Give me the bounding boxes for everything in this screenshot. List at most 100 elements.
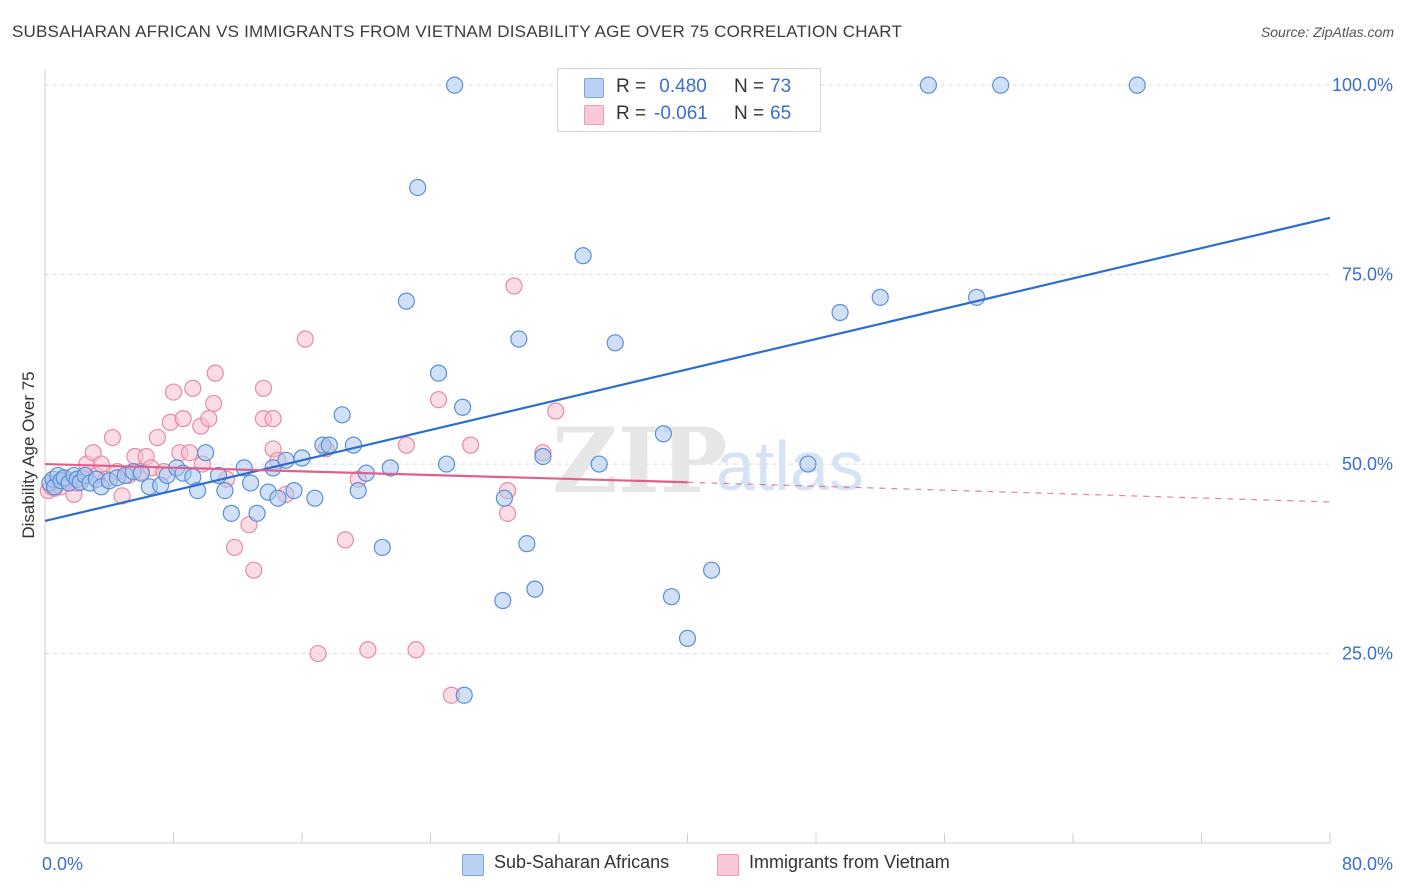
vietnam-point (225, 538, 244, 557)
legend-n-value: 65 (770, 103, 792, 124)
legend-n-label: N = (734, 76, 765, 97)
subsaharan-point (285, 482, 303, 500)
vietnam-point (397, 436, 416, 454)
watermark: ZIP atlas (552, 408, 864, 514)
vietnam-point (205, 394, 223, 413)
vietnam-point (462, 436, 480, 454)
subsaharan-point (409, 178, 427, 197)
vietnam-point (336, 531, 354, 549)
subsaharan-point (242, 474, 260, 492)
vietnam-point (429, 391, 448, 409)
correlation-legend: R = 0.480 N = 73 R = -0.061 N = 65 (557, 68, 821, 132)
legend-r-label: R = (616, 76, 647, 97)
legend-r-value: -0.061 (654, 103, 708, 124)
subsaharan-point (992, 76, 1010, 94)
subsaharan-point (799, 455, 817, 473)
subsaharan-point (662, 588, 681, 606)
bottom-legend-label: Immigrants from Vietnam (749, 852, 950, 872)
subsaharan-point (590, 455, 608, 473)
subsaharan-point (534, 447, 552, 466)
subsaharan-point (654, 425, 673, 443)
vietnam-point (245, 561, 263, 579)
trend-lines (44, 216, 1331, 522)
subsaharan-point (333, 406, 351, 424)
axes (44, 70, 1331, 844)
vietnam-point (547, 402, 565, 420)
vietnam-point (180, 444, 199, 462)
bottom-legend-swatch-pink (717, 854, 739, 876)
subsaharan-point (518, 535, 536, 553)
vietnam-point (499, 504, 517, 522)
vietnam-point (164, 383, 183, 401)
y-tick-label: 50.0% (1342, 454, 1393, 474)
subsaharan-point (1128, 76, 1146, 94)
legend-r-value: 0.480 (654, 76, 707, 97)
watermark-zip: ZIP (552, 408, 727, 514)
subsaharan-point (702, 561, 721, 579)
subsaharan-point (429, 364, 448, 382)
bottom-legend-label: Sub-Saharan Africans (494, 852, 670, 872)
y-tick-label: 75.0% (1342, 265, 1393, 285)
subsaharan-point (606, 334, 624, 352)
subsaharan-point (454, 398, 472, 416)
vietnam-point (200, 410, 218, 428)
y-tick-label: 25.0% (1342, 644, 1393, 664)
vietnam-point (505, 277, 523, 295)
subsaharan-point (349, 482, 367, 500)
subsaharan-point (381, 459, 399, 477)
subsaharan-point (494, 591, 512, 610)
vietnam-point (174, 410, 192, 428)
subsaharan-point (248, 504, 266, 522)
subsaharan-point (831, 303, 849, 322)
subsaharan-point (526, 580, 544, 598)
x-tick-label: 0.0% (42, 854, 83, 874)
series-subsaharan-points (41, 76, 1146, 704)
vietnam-point (264, 410, 282, 428)
subsaharan-point (678, 629, 697, 647)
chart-title: SUBSAHARAN AFRICAN VS IMMIGRANTS FROM VI… (12, 22, 903, 41)
subsaharan-point (306, 489, 324, 507)
subsaharan-point (197, 444, 215, 462)
vietnam-point (309, 644, 327, 663)
subsaharan-point (919, 76, 938, 94)
vietnam-trend-line (44, 462, 688, 484)
subsaharan-point (871, 288, 889, 306)
subsaharan-point (455, 686, 473, 704)
subsaharan-point (216, 482, 234, 500)
vietnam-point (206, 364, 224, 382)
legend-row-subsaharan: R = 0.480 N = 73 (558, 74, 820, 100)
vietnam-point (148, 428, 167, 447)
vietnam-point (103, 428, 122, 447)
vietnam-point (92, 455, 110, 473)
subsaharan-point (574, 247, 592, 265)
y-tick-label: 100.0% (1332, 75, 1393, 95)
subsaharan-point (132, 464, 150, 482)
y-axis-label: Disability Age Over 75 (19, 371, 38, 538)
vietnam-point (359, 641, 377, 659)
subsaharan-point (373, 538, 391, 557)
vietnam-point (254, 379, 273, 397)
vietnam-point (184, 379, 202, 397)
subsaharan-point (437, 455, 456, 473)
subsaharan-point (222, 504, 240, 522)
legend-n-label: N = (734, 103, 765, 124)
subsaharan-point (445, 76, 464, 94)
vietnam-point (407, 641, 425, 659)
vietnam-point (113, 487, 131, 505)
subsaharan-point (397, 292, 416, 310)
legend-r-label: R = (616, 103, 647, 124)
x-tick-label: 80.0% (1342, 854, 1393, 874)
legend-swatch-pink (584, 105, 604, 125)
subsaharan-point (495, 489, 513, 507)
legend-swatch-blue (584, 78, 604, 98)
subsaharan-point (344, 436, 362, 454)
watermark-atlas: atlas (716, 427, 864, 505)
legend-n-value: 73 (770, 76, 792, 97)
bottom-legend-swatch-blue (462, 854, 484, 876)
tick-labels: 25.0% 50.0% 75.0% 100.0% 0.0% 80.0% (42, 75, 1393, 874)
subsaharan-point (320, 436, 338, 454)
vietnam-point (296, 330, 314, 348)
subsaharan-point (269, 489, 287, 507)
legend-row-vietnam: R = -0.061 N = 65 (558, 101, 820, 127)
